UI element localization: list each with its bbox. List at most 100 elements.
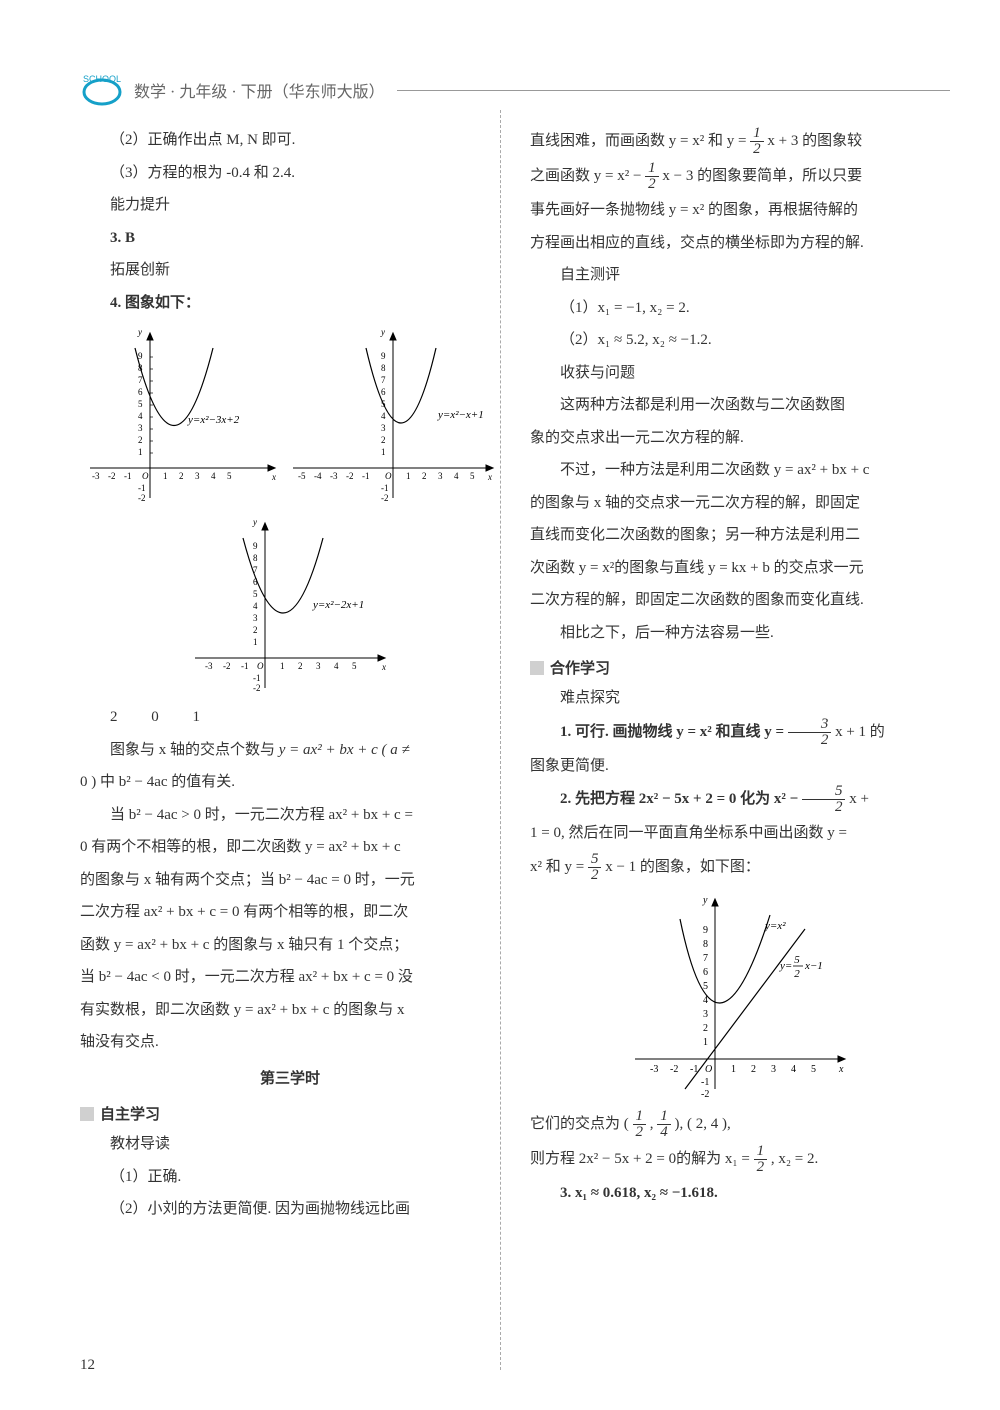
svg-text:4: 4 <box>211 471 216 481</box>
text-line: 拓展创新 <box>80 256 500 285</box>
text-line: （2）x₁ ≈ 5.2, x₂ ≈ −1.2. <box>530 326 950 355</box>
text-line: 之画函数 y = x² − 12 x − 3 的图象要简单，所以只要 <box>530 161 950 192</box>
text-line: 当 b² − 4ac > 0 时，一元二次方程 ax² + bx + c = <box>80 801 500 830</box>
svg-text:1: 1 <box>163 471 168 481</box>
text-line: 直线困难，而画函数 y = x² 和 y = 12 x + 3 的图象较 <box>530 126 950 157</box>
text-line: （3）方程的根为 -0.4 和 2.4. <box>80 159 500 188</box>
text-line: 收获与问题 <box>530 359 950 388</box>
svg-text:-2: -2 <box>346 471 354 481</box>
text-line: 事先画好一条抛物线 y = x² 的图象，再根据待解的 <box>530 196 950 225</box>
svg-text:2: 2 <box>381 435 386 445</box>
svg-text:1: 1 <box>253 637 258 647</box>
svg-text:3: 3 <box>138 423 143 433</box>
svg-text:1: 1 <box>381 447 386 457</box>
svg-text:-3: -3 <box>650 1064 658 1075</box>
text-line: 有实数根，即二次函数 y = ax² + bx + c 的图象与 x <box>80 996 500 1025</box>
text-line: 自主测评 <box>530 261 950 290</box>
svg-text:y: y <box>702 895 708 906</box>
text-line: 0 ) 中 b² − 4ac 的值有关. <box>80 768 500 797</box>
svg-text:3: 3 <box>253 613 258 623</box>
page-number: 12 <box>80 1357 95 1374</box>
svg-text:2: 2 <box>138 435 143 445</box>
lesson-title: 第三学时 <box>80 1065 500 1094</box>
svg-text:2: 2 <box>703 1023 708 1034</box>
svg-text:-5: -5 <box>298 471 306 481</box>
graph2-label: y=x²−x+1 <box>437 409 484 421</box>
graph3-label: y=x²−2x+1 <box>312 599 364 611</box>
svg-text:-3: -3 <box>330 471 338 481</box>
text-line: 2 0 1 <box>80 703 500 732</box>
text-line: 1 = 0, 然后在同一平面直角坐标系中画出函数 y = <box>530 819 950 848</box>
svg-text:-1: -1 <box>253 673 261 683</box>
svg-text:-1: -1 <box>701 1077 709 1088</box>
svg-text:5: 5 <box>794 954 800 966</box>
svg-text:-1: -1 <box>124 471 132 481</box>
text-line: （2）小刘的方法更简便. 因为画抛物线远比画 <box>80 1195 500 1224</box>
header-title: 数学 · 九年级 · 下册（华东师大版） <box>134 78 385 102</box>
section-head-hezuo: 合作学习 <box>530 657 950 678</box>
svg-text:1: 1 <box>731 1064 736 1075</box>
graph4-label1: y=x² <box>764 920 786 932</box>
svg-text:O: O <box>142 471 149 481</box>
graph-2: y x O -5-4-3-2-1 12345 123456789 -1-2 y=… <box>288 323 498 503</box>
left-column: （2）正确作出点 M, N 即可. （3）方程的根为 -0.4 和 2.4. 能… <box>80 126 500 1228</box>
text-line: 它们的交点为 ( 12 , 14 ), ( 2, 4 ), <box>530 1109 950 1140</box>
header-rule <box>397 90 950 91</box>
svg-text:9: 9 <box>703 925 708 936</box>
svg-text:-2: -2 <box>223 661 231 671</box>
text-line: （1）x₁ = −1, x₂ = 2. <box>530 294 950 323</box>
svg-text:7: 7 <box>381 375 386 385</box>
svg-text:O: O <box>257 661 264 671</box>
section-head-zizhu: 自主学习 <box>80 1103 500 1124</box>
section-title: 合作学习 <box>550 657 610 678</box>
svg-text:2: 2 <box>253 625 258 635</box>
svg-text:5: 5 <box>470 471 475 481</box>
column-divider <box>500 110 501 1370</box>
svg-text:5: 5 <box>227 471 232 481</box>
svg-text:3: 3 <box>771 1064 776 1075</box>
text-line: 2. 先把方程 2x² − 5x + 2 = 0 化为 x² − 52 x + <box>530 784 950 815</box>
school-logo-icon: SCHOOL <box>80 70 124 110</box>
svg-text:-3: -3 <box>92 471 100 481</box>
text-line: 则方程 2x² − 5x + 2 = 0的解为 x₁ = 12 , x₂ = 2… <box>530 1144 950 1175</box>
svg-text:O: O <box>385 471 392 481</box>
svg-text:-3: -3 <box>205 661 213 671</box>
svg-text:x: x <box>838 1064 844 1075</box>
section-title: 自主学习 <box>100 1103 160 1124</box>
svg-text:4: 4 <box>334 661 339 671</box>
svg-text:4: 4 <box>791 1064 796 1075</box>
svg-text:-2: -2 <box>701 1089 709 1099</box>
svg-text:1: 1 <box>406 471 411 481</box>
text-line: x² 和 y = 52 x − 1 的图象，如下图： <box>530 852 950 883</box>
svg-text:-4: -4 <box>314 471 322 481</box>
right-column: 直线困难，而画函数 y = x² 和 y = 12 x + 3 的图象较 之画函… <box>530 126 950 1228</box>
svg-text:5: 5 <box>703 981 708 992</box>
svg-text:4: 4 <box>381 411 386 421</box>
text-line: 图象更简便. <box>530 752 950 781</box>
svg-text:-2: -2 <box>381 493 389 503</box>
graph-3: y x O -3-2-1 12345 123456789 -1-2 y=x²−2… <box>185 513 395 693</box>
section-box-icon <box>80 1107 94 1121</box>
text-line: 象的交点求出一元二次方程的解. <box>530 424 950 453</box>
text-line: 次函数 y = x²的图象与直线 y = kx + b 的交点求一元 <box>530 554 950 583</box>
svg-text:6: 6 <box>703 967 708 978</box>
graph1-label: y=x²−3x+2 <box>187 414 240 426</box>
svg-text:9: 9 <box>381 351 386 361</box>
svg-text:x: x <box>487 472 492 482</box>
svg-text:2: 2 <box>794 968 800 980</box>
graph-1: y x O -3-2-1 12345 123456789 -1-2 y=x²−3… <box>80 323 280 503</box>
svg-text:2: 2 <box>298 661 303 671</box>
logo-text: SCHOOL <box>83 74 121 84</box>
svg-text:8: 8 <box>253 553 258 563</box>
text-line: 图象与 x 轴的交点个数与 y = ax² + bx + c ( a ≠ <box>80 736 500 765</box>
text-line: 当 b² − 4ac < 0 时，一元二次方程 ax² + bx + c = 0… <box>80 963 500 992</box>
svg-text:y=: y= <box>779 960 792 972</box>
text-line: 0 有两个不相等的根，即二次函数 y = ax² + bx + c <box>80 833 500 862</box>
svg-text:O: O <box>705 1064 712 1075</box>
svg-text:-2: -2 <box>108 471 116 481</box>
graph-4: y x O -3-2-1 12345 123456789 -1-2 y=x² y… <box>625 889 855 1099</box>
svg-text:9: 9 <box>253 541 258 551</box>
page-header: SCHOOL 数学 · 九年级 · 下册（华东师大版） <box>80 70 950 110</box>
svg-text:1: 1 <box>703 1037 708 1048</box>
svg-text:5: 5 <box>138 399 143 409</box>
